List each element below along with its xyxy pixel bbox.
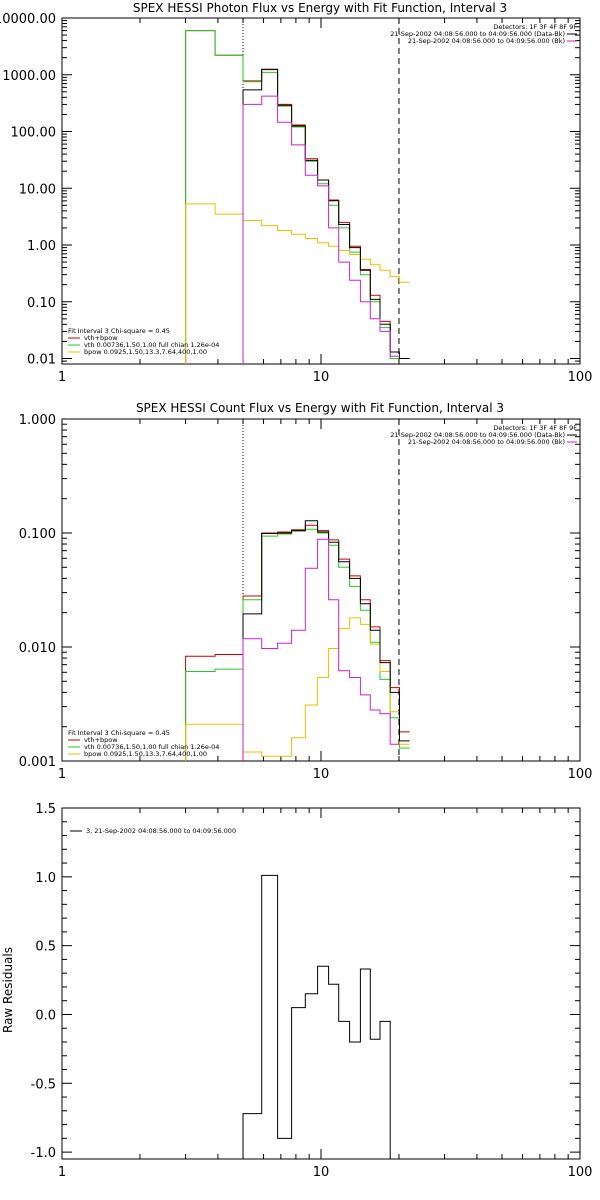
count-flux-title: SPEX HESSI Count Flux vs Energy with Fit… bbox=[136, 401, 504, 415]
photon-flux-title: SPEX HESSI Photon Flux vs Energy with Fi… bbox=[133, 1, 507, 15]
residuals-y-tick-label: 0.5 bbox=[35, 940, 56, 955]
photon-flux-annotations: Detectors: 1F 3F 4F 8F 9F 21-Sep-2002 04… bbox=[390, 23, 577, 45]
photon-flux-y-tick-label: 0.10 bbox=[27, 296, 56, 311]
residuals-y-tick-label: 0.0 bbox=[35, 1008, 56, 1023]
residuals-y-tick-label: -1.0 bbox=[31, 1146, 56, 1161]
residuals-ticks: 1 10 100 -1.0 -0.5 0.0 0.5 1.0 1.5 bbox=[31, 802, 593, 1180]
count-flux-legend-bpow: bpow 0.0925,1.50,13.3,7.64,400,1.00 bbox=[84, 750, 207, 758]
count-flux-legend-vth-bpow: vth+bpow bbox=[84, 736, 118, 744]
count-flux-legend-vth: vth 0.00736,1.50,1.00 full chian 1.26e-0… bbox=[84, 743, 219, 751]
residuals-legend: 3, 21-Sep-2002 04:08:56.000 to 04:09:56.… bbox=[70, 827, 236, 835]
count-flux-data-interval-note: 21-Sep-2002 04:08:56.000 to 04:09:56.000… bbox=[390, 431, 565, 439]
photon-flux-series-bk bbox=[242, 95, 400, 364]
photon-flux-legend: Fit Interval 3 Chi-square = 0.45 vth+bpo… bbox=[68, 327, 219, 356]
residuals-series-residuals bbox=[242, 874, 400, 1160]
count-flux-y-tick-label: 0.001 bbox=[19, 755, 56, 770]
count-flux-y-tick-label: 0.010 bbox=[19, 641, 56, 656]
photon-flux-y-tick-label: 0.01 bbox=[27, 353, 56, 368]
residuals-x-tick-label: 1 bbox=[58, 1165, 66, 1180]
photon-flux-y-tick-label: 100.00 bbox=[11, 126, 57, 141]
photon-flux-legend-fit: Fit Interval 3 Chi-square = 0.45 bbox=[68, 327, 170, 335]
residuals-y-tick-label: 1.5 bbox=[35, 802, 56, 817]
count-flux-annotations: Detectors: 1F 3F 4F 8F 9F 21-Sep-2002 04… bbox=[390, 424, 577, 446]
photon-flux-ticks: 1 10 100 0.01 0.10 1.00 10.00 100.00 1000.00 1000… bbox=[0, 12, 592, 385]
photon-flux-y-tick-label: 10000.00 bbox=[0, 12, 56, 27]
residuals-x-tick-label: 10 bbox=[313, 1165, 330, 1180]
residuals-legend-label: 3, 21-Sep-2002 04:08:56.000 to 04:09:56.… bbox=[86, 827, 236, 835]
photon-flux-x-tick-label: 10 bbox=[313, 370, 330, 385]
count-flux-legend-fit: Fit Interval 3 Chi-square = 0.45 bbox=[68, 729, 170, 737]
photon-flux-y-tick-label: 1.00 bbox=[27, 239, 56, 254]
count-flux-x-tick-label: 10 bbox=[313, 767, 330, 782]
count-flux-y-tick-label: 0.100 bbox=[19, 527, 56, 542]
count-flux-bk-interval-note: 21-Sep-2002 04:08:56.000 to 04:09:56.000… bbox=[408, 438, 565, 446]
residuals-y-tick-label: -0.5 bbox=[31, 1077, 56, 1092]
photon-flux-y-tick-label: 10.00 bbox=[19, 182, 56, 197]
count-flux-series-bk bbox=[242, 538, 400, 761]
count-flux-x-tick-label: 100 bbox=[568, 767, 593, 782]
count-flux-x-tick-label: 1 bbox=[58, 767, 66, 782]
residuals-panel: Raw Residuals 1 10 100 -1.0 -0.5 0.0 0.5 1.0 1.5… bbox=[1, 802, 592, 1180]
photon-flux-legend-bpow: bpow 0.0925,1.50,13.3,7.64,400,1.00 bbox=[84, 348, 207, 356]
count-flux-legend: Fit Interval 3 Chi-square = 0.45 vth+bpo… bbox=[68, 729, 219, 758]
count-flux-y-tick-label: 1.000 bbox=[19, 413, 56, 428]
residuals-y-axis-label: Raw Residuals bbox=[1, 947, 15, 1033]
count-flux-ticks: 1 10 100 0.001 0.010 0.100 1.000 bbox=[19, 413, 593, 782]
count-flux-series-bpow bbox=[185, 617, 410, 761]
photon-flux-data-interval-note: 21-Sep-2002 04:08:56.000 to 04:09:56.000… bbox=[390, 30, 565, 38]
count-flux-detectors-note: Detectors: 1F 3F 4F 8F 9F bbox=[493, 424, 577, 432]
photon-flux-x-tick-label: 100 bbox=[568, 370, 593, 385]
photon-flux-panel: SPEX HESSI Photon Flux vs Energy with Fi… bbox=[0, 1, 592, 385]
residuals-plot bbox=[242, 874, 400, 1160]
photon-flux-bk-interval-note: 21-Sep-2002 04:08:56.000 to 04:09:56.000… bbox=[408, 37, 565, 45]
count-flux-panel: SPEX HESSI Count Flux vs Energy with Fit… bbox=[19, 401, 593, 782]
photon-flux-plot bbox=[185, 18, 410, 364]
photon-flux-legend-vth-bpow: vth+bpow bbox=[84, 334, 118, 342]
photon-flux-detectors-note: Detectors: 1F 3F 4F 8F 9F bbox=[493, 23, 577, 31]
photon-flux-series-bpow bbox=[185, 203, 410, 364]
photon-flux-x-tick-label: 1 bbox=[58, 370, 66, 385]
photon-flux-y-tick-label: 1000.00 bbox=[2, 69, 56, 84]
count-flux-series-data-bk bbox=[242, 520, 410, 761]
count-flux-plot bbox=[185, 419, 410, 761]
residuals-y-tick-label: 1.0 bbox=[35, 871, 56, 886]
photon-flux-legend-vth: vth 0.00736,1.50,1.00 full chian 1.26e-0… bbox=[84, 341, 219, 349]
residuals-x-tick-label: 100 bbox=[568, 1165, 593, 1180]
photon-flux-series-data-bk bbox=[242, 68, 410, 364]
